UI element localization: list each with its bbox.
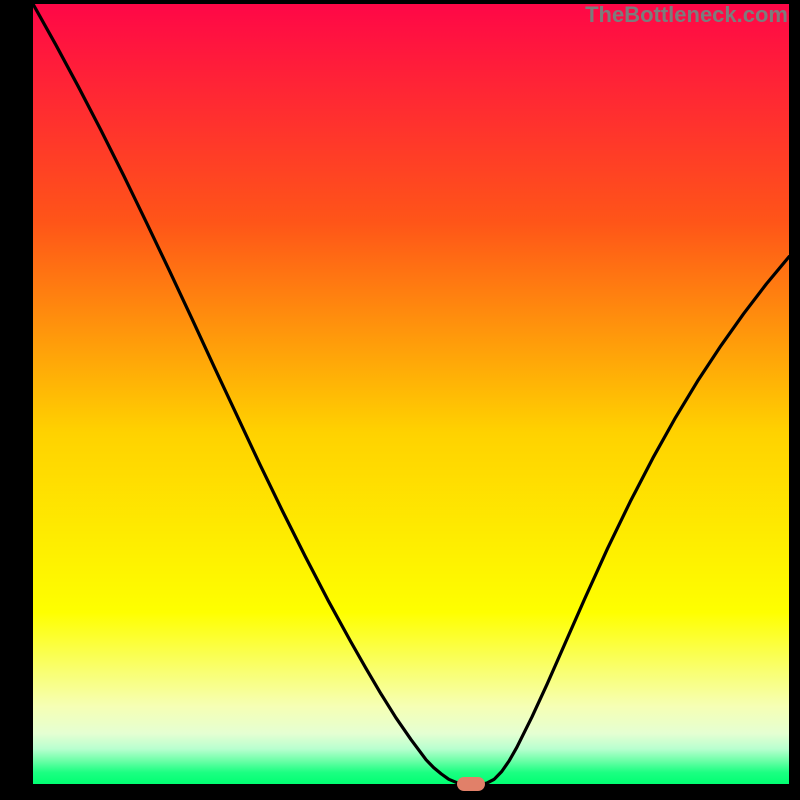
- watermark-label: TheBottleneck.com: [585, 2, 788, 28]
- bottleneck-curve: [33, 4, 789, 784]
- optimum-marker: [457, 777, 485, 791]
- bottleneck-chart: TheBottleneck.com: [0, 0, 800, 800]
- plot-area: [33, 4, 789, 784]
